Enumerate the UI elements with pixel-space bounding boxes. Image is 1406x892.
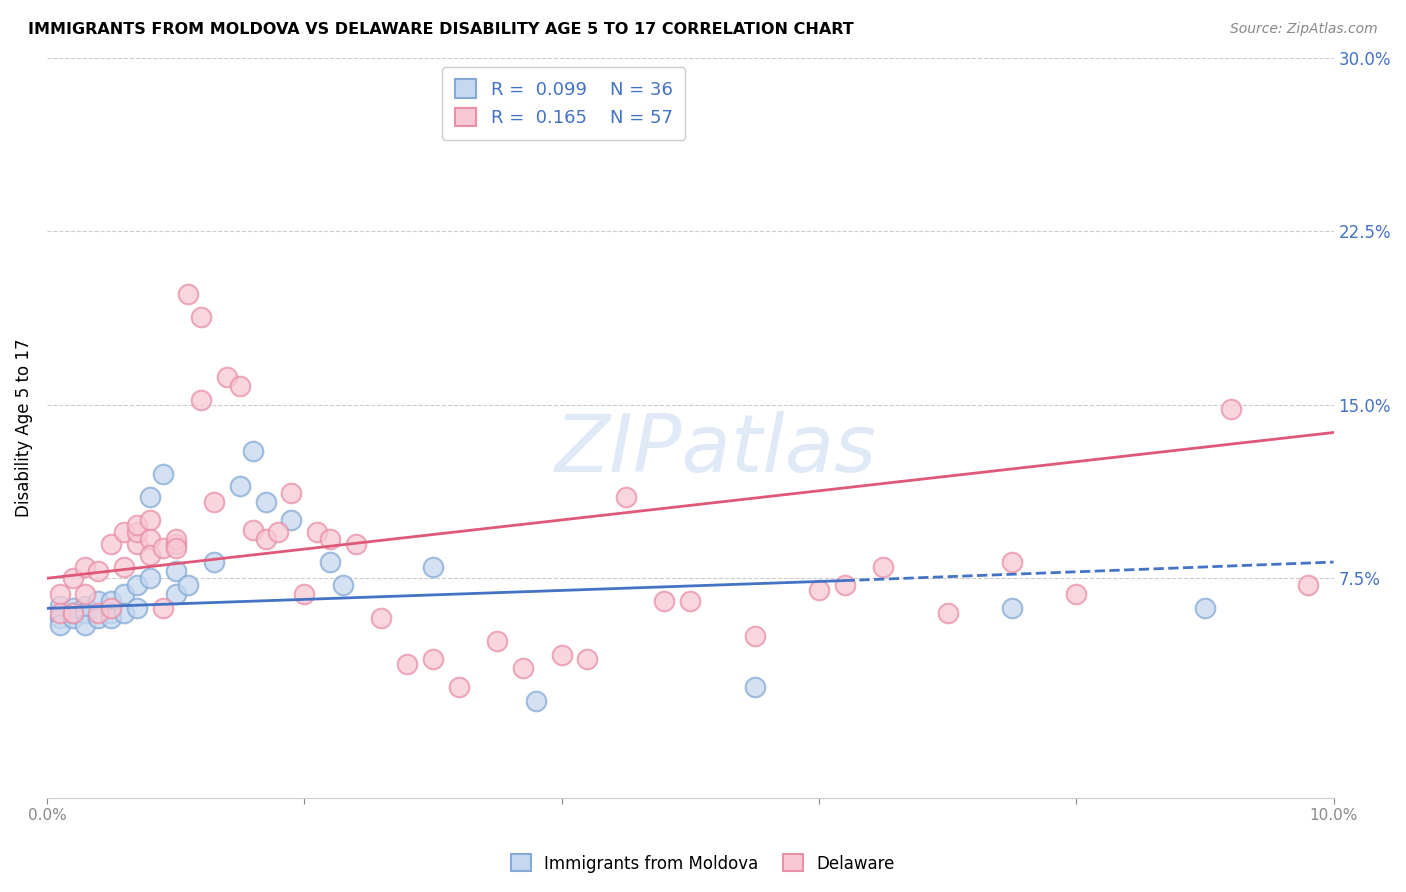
Point (229, 379, 252, 393)
Point (1001, 601, 1024, 615)
Point (75, 599, 97, 613)
Point (1001, 555, 1024, 569)
Point (87, 564, 110, 578)
Point (87, 606, 110, 620)
Point (332, 578, 354, 592)
Point (139, 490, 162, 504)
Point (550, 648, 572, 662)
Point (112, 524, 135, 539)
Point (229, 479, 252, 493)
Point (936, 606, 959, 620)
Point (512, 661, 534, 675)
Text: IMMIGRANTS FROM MOLDOVA VS DELAWARE DISABILITY AGE 5 TO 17 CORRELATION CHART: IMMIGRANTS FROM MOLDOVA VS DELAWARE DISA… (28, 22, 853, 37)
Point (872, 559, 894, 574)
Point (744, 680, 766, 694)
Point (75, 587, 97, 601)
Text: Source: ZipAtlas.com: Source: ZipAtlas.com (1230, 22, 1378, 37)
Point (100, 610, 122, 624)
Point (62, 610, 84, 624)
Point (679, 594, 702, 608)
Point (177, 286, 200, 301)
Point (112, 606, 135, 620)
Point (125, 601, 148, 615)
Point (100, 536, 122, 550)
Point (49, 610, 72, 624)
Point (1219, 402, 1241, 417)
Point (422, 652, 444, 666)
Point (62, 601, 84, 615)
Point (139, 548, 162, 562)
Point (87, 610, 110, 624)
Legend: R =  0.099    N = 36, R =  0.165    N = 57: R = 0.099 N = 36, R = 0.165 N = 57 (441, 67, 685, 140)
Point (654, 594, 676, 608)
Point (1064, 587, 1087, 601)
Point (49, 606, 72, 620)
Point (165, 536, 187, 550)
Point (165, 587, 187, 601)
Point (75, 606, 97, 620)
Point (139, 513, 162, 527)
Point (62, 571, 84, 585)
Point (215, 370, 238, 384)
Point (1194, 601, 1216, 615)
Point (254, 495, 277, 509)
Point (165, 541, 187, 556)
Point (307, 524, 329, 539)
Point (125, 536, 148, 550)
Point (319, 532, 342, 546)
Point (62, 606, 84, 620)
Point (152, 541, 174, 556)
Point (242, 444, 264, 458)
Point (202, 555, 225, 569)
Point (87, 594, 110, 608)
Point (100, 606, 122, 620)
Point (254, 532, 277, 546)
Y-axis label: Disability Age 5 to 17: Disability Age 5 to 17 (15, 339, 32, 517)
Point (125, 518, 148, 533)
Point (75, 617, 97, 632)
Point (319, 555, 342, 569)
Point (190, 310, 212, 324)
Legend: Immigrants from Moldova, Delaware: Immigrants from Moldova, Delaware (505, 847, 901, 880)
Point (447, 680, 470, 694)
Point (576, 652, 599, 666)
Point (486, 633, 509, 648)
Point (267, 524, 290, 539)
Point (139, 532, 162, 546)
Point (165, 532, 187, 546)
Point (280, 513, 302, 527)
Point (49, 617, 72, 632)
Point (100, 594, 122, 608)
Point (49, 587, 72, 601)
Point (152, 467, 174, 482)
Point (744, 629, 766, 643)
Point (100, 601, 122, 615)
Point (177, 578, 200, 592)
Point (614, 490, 637, 504)
Point (280, 485, 302, 500)
Point (112, 587, 135, 601)
Point (190, 393, 212, 408)
Point (1296, 578, 1319, 592)
Text: ZIPatlas: ZIPatlas (555, 411, 877, 489)
Point (75, 559, 97, 574)
Point (396, 657, 419, 671)
Point (165, 564, 187, 578)
Point (524, 694, 547, 708)
Point (422, 559, 444, 574)
Point (62, 606, 84, 620)
Point (125, 578, 148, 592)
Point (139, 571, 162, 585)
Point (49, 599, 72, 613)
Point (344, 536, 367, 550)
Point (112, 559, 135, 574)
Point (202, 495, 225, 509)
Point (807, 582, 830, 597)
Point (125, 524, 148, 539)
Point (292, 587, 315, 601)
Point (370, 610, 392, 624)
Point (242, 523, 264, 537)
Point (834, 578, 856, 592)
Point (152, 601, 174, 615)
